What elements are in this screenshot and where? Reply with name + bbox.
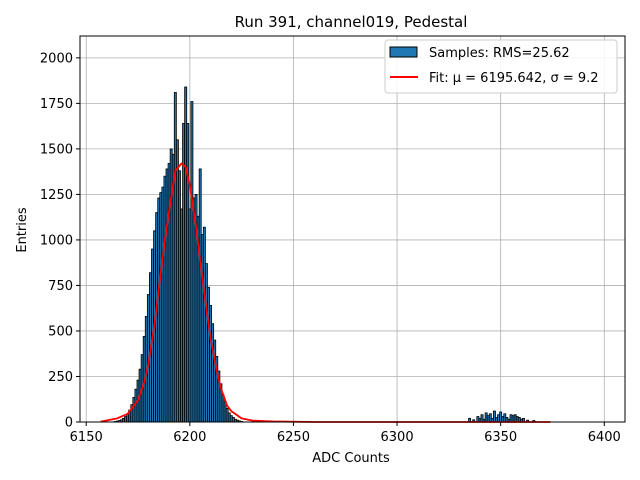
legend-histogram-label: Samples: RMS=25.62 bbox=[429, 46, 570, 61]
legend-fit-label: Fit: μ = 6195.642, σ = 9.2 bbox=[429, 71, 599, 86]
histogram-bars bbox=[113, 86, 536, 423]
x-tick-label: 6250 bbox=[277, 430, 310, 445]
legend: Samples: RMS=25.62 Fit: μ = 6195.642, σ … bbox=[384, 39, 618, 94]
y-axis-label: Entries bbox=[15, 207, 30, 253]
y-tick-label: 1000 bbox=[40, 233, 73, 248]
x-tick-label: 6300 bbox=[381, 430, 414, 445]
x-axis-ticks: 6150 6200 6250 6300 6350 6400 bbox=[70, 422, 621, 445]
y-axis-ticks: 0 250 500 750 1000 1250 1500 1750 2000 bbox=[40, 51, 80, 431]
x-tick-label: 6350 bbox=[484, 430, 517, 445]
y-tick-label: 1500 bbox=[40, 142, 73, 157]
y-tick-label: 250 bbox=[48, 370, 73, 385]
chart-title: Run 391, channel019, Pedestal bbox=[235, 13, 468, 31]
x-tick-label: 6400 bbox=[588, 430, 621, 445]
y-tick-label: 2000 bbox=[40, 51, 73, 66]
legend-histogram-swatch bbox=[389, 46, 418, 58]
y-tick-label: 1250 bbox=[40, 188, 73, 203]
axes-frame bbox=[79, 35, 626, 423]
y-tick-label: 0 bbox=[65, 416, 73, 431]
y-tick-label: 500 bbox=[48, 324, 73, 339]
y-tick-label: 1750 bbox=[40, 97, 73, 112]
x-axis-label: ADC Counts bbox=[312, 451, 390, 466]
x-tick-label: 6200 bbox=[173, 430, 206, 445]
y-tick-label: 750 bbox=[48, 279, 73, 294]
x-tick-label: 6150 bbox=[70, 430, 103, 445]
legend-frame bbox=[384, 39, 618, 94]
